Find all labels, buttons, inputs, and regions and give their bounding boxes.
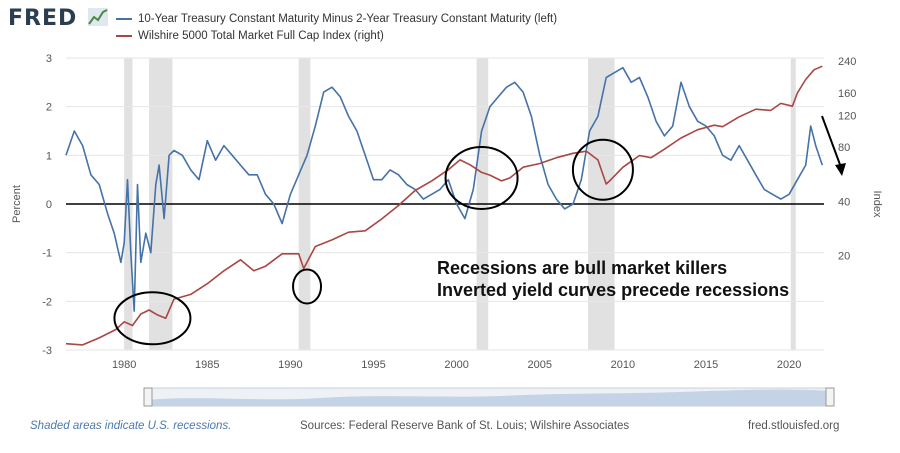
wilshire-index-line — [65, 65, 823, 346]
annotation-line-1: Recessions are bull market killers — [437, 258, 728, 278]
navigator-preview — [147, 389, 831, 406]
legend: 10-Year Treasury Constant Maturity Minus… — [116, 10, 557, 44]
y-tick-label-right: 20 — [838, 251, 850, 263]
y-tick-label-right: 40 — [838, 196, 850, 208]
y-tick-label-left: 3 — [46, 53, 52, 65]
x-tick-label: 2020 — [777, 359, 801, 371]
legend-swatch-spread — [116, 17, 132, 20]
y-tick-label-right: 240 — [838, 56, 856, 68]
fred-logo[interactable]: FRED — [8, 6, 78, 31]
x-tick-label: 2010 — [611, 359, 635, 371]
y-tick-label-left: 1 — [46, 150, 52, 162]
x-tick-label: 1995 — [361, 359, 385, 371]
legend-label-spread: 10-Year Treasury Constant Maturity Minus… — [138, 12, 558, 25]
series-lines — [65, 65, 824, 346]
legend-label-wilshire: Wilshire 5000 Total Market Full Cap Inde… — [138, 29, 384, 42]
navigator-right-handle[interactable] — [825, 387, 835, 407]
axes: -3 -2 -1 0 1 2 3 20 40 80 120 160 240 1980 1985 1990 199… — [42, 53, 856, 371]
annotation-circle — [113, 291, 192, 346]
y-tick-label-left: 2 — [46, 102, 52, 114]
header: FRED 10-Year Treasury Constant Maturity … — [8, 4, 888, 48]
chart-logo-icon — [88, 8, 108, 26]
y-axis-label-right: Index — [871, 191, 883, 218]
annotation-circle — [292, 268, 323, 305]
recession-note: Shaded areas indicate U.S. recessions. — [30, 420, 232, 432]
y-tick-label-left: -1 — [42, 248, 52, 260]
y-tick-label-right: 160 — [838, 88, 856, 100]
x-tick-label: 1990 — [278, 359, 302, 371]
sources-text: Sources: Federal Reserve Bank of St. Lou… — [300, 420, 630, 432]
down-arrow-annotation — [821, 115, 846, 176]
x-tick-label: 2015 — [694, 359, 718, 371]
site-link[interactable]: fred.stlouisfed.org — [748, 420, 840, 432]
x-tick-label: 1980 — [112, 359, 136, 371]
annotation-line-2: Inverted yield curves precede recessions — [437, 280, 790, 300]
y-tick-label-left: 0 — [46, 199, 52, 211]
x-tick-label: 2005 — [528, 359, 552, 371]
legend-item-spread: 10-Year Treasury Constant Maturity Minus… — [116, 10, 557, 27]
y-tick-label-right: 120 — [838, 110, 856, 122]
range-navigator[interactable] — [143, 387, 835, 407]
annotation-circle — [571, 138, 634, 201]
annotation-circle — [444, 145, 519, 210]
navigator-left-handle[interactable] — [143, 387, 153, 407]
y-axis-label-left: Percent — [11, 185, 23, 223]
x-tick-label: 2000 — [444, 359, 468, 371]
x-tick-label: 1985 — [195, 359, 219, 371]
y-tick-label-left: -3 — [42, 345, 52, 357]
chart: -3 -2 -1 0 1 2 3 20 40 80 120 160 240 1980 1985 1990 199… — [11, 53, 883, 407]
yield-spread-line — [65, 66, 824, 312]
grid-lines — [66, 57, 824, 351]
y-tick-label-right: 80 — [838, 142, 850, 154]
y-tick-label-left: -2 — [42, 296, 52, 308]
annotation-circles — [113, 138, 634, 346]
legend-item-wilshire: Wilshire 5000 Total Market Full Cap Inde… — [116, 27, 557, 44]
legend-swatch-wilshire — [116, 34, 132, 37]
